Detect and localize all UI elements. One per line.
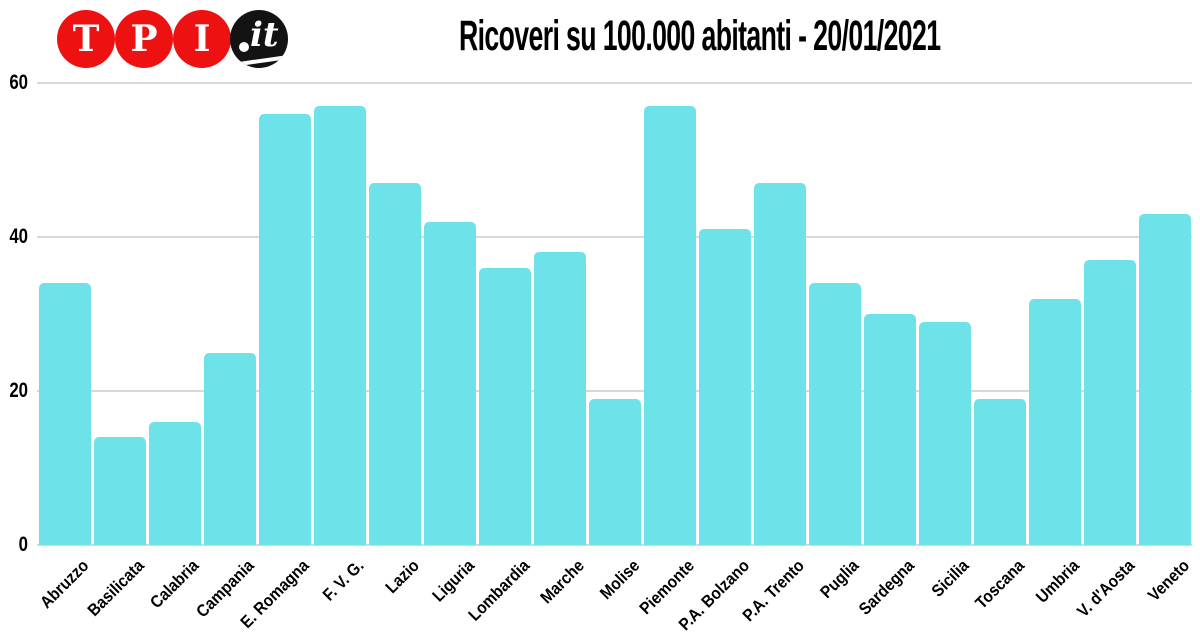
bar-sardegna — [863, 314, 916, 545]
bar-lazio — [368, 183, 421, 545]
x-tick-label: Toscana — [971, 556, 1028, 613]
logo-circle-i: I — [173, 10, 231, 68]
bar-calabria — [148, 421, 201, 545]
x-tick-label: Marche — [536, 556, 588, 608]
bar-p-a-bolzano — [698, 229, 751, 545]
bar-campania — [203, 352, 256, 545]
logo-circle-p: P — [115, 10, 173, 68]
bar-toscana — [973, 398, 1026, 545]
bar-sicilia — [918, 321, 971, 545]
logo-letter-i: I — [193, 18, 211, 60]
x-tick-label: V. d'Aosta — [1073, 556, 1138, 621]
x-tick-label: Lazio — [381, 556, 423, 598]
x-tick-label: F. V. G. — [319, 556, 368, 605]
bar-liguria — [423, 221, 476, 545]
x-tick-label: Molise — [595, 556, 643, 604]
y-tick-label: 0 — [18, 533, 28, 556]
bar-basilicata — [93, 437, 146, 545]
x-tick-label: Basilicata — [83, 556, 148, 620]
bar-umbria — [1028, 298, 1081, 545]
gridline-y40 — [37, 236, 1192, 238]
bar-puglia — [808, 283, 861, 545]
gridline-y60 — [37, 82, 1192, 84]
bar-v-d-aosta — [1083, 260, 1136, 545]
logo-letter-p: P — [130, 18, 158, 60]
chart-title: Ricoveri su 100.000 abitanti - 20/01/202… — [459, 12, 941, 60]
logo-it-text: it — [250, 15, 279, 55]
x-tick-label: Sicilia — [928, 556, 973, 601]
bar-lombardia — [478, 267, 531, 545]
logo-circle-it: it — [230, 10, 288, 68]
x-axis-baseline — [37, 544, 1192, 546]
bar-marche — [533, 252, 586, 545]
bar-molise — [588, 398, 641, 545]
logo-circle-t: T — [57, 10, 115, 68]
x-tick-label: Liguria — [428, 556, 478, 606]
bar-p-a-trento — [753, 183, 806, 545]
logo-dot-icon — [239, 42, 249, 52]
y-tick-label: 40 — [9, 225, 28, 248]
gridline-y20 — [37, 390, 1192, 392]
bar-piemonte — [643, 106, 696, 545]
y-tick-label: 60 — [9, 71, 28, 94]
y-tick-label: 20 — [9, 379, 28, 402]
x-tick-label: Sardegna — [855, 556, 918, 619]
x-tick-label: Umbria — [1032, 556, 1083, 607]
x-tick-label: Puglia — [817, 556, 863, 602]
bar-f-v-g- — [313, 106, 366, 545]
bar-e-romagna — [258, 113, 311, 545]
bar-veneto — [1138, 213, 1191, 545]
tpi-logo: T P I it — [57, 10, 289, 68]
bar-abruzzo — [38, 283, 91, 545]
logo-letter-t: T — [72, 18, 100, 60]
x-tick-label: Veneto — [1144, 556, 1193, 605]
